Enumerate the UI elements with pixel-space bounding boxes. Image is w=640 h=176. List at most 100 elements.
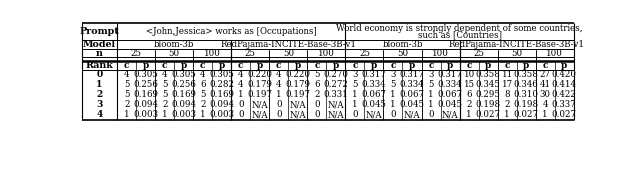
Text: RedPajama-INCITE-Base-3B-v1: RedPajama-INCITE-Base-3B-v1 xyxy=(449,40,584,49)
Text: N/A: N/A xyxy=(289,110,306,119)
Text: N/A: N/A xyxy=(404,110,420,119)
Text: 1: 1 xyxy=(352,90,358,99)
Text: 5: 5 xyxy=(124,90,129,99)
Text: p: p xyxy=(333,61,339,70)
Text: 27: 27 xyxy=(540,70,550,79)
Text: p: p xyxy=(561,61,567,70)
Text: 0.317: 0.317 xyxy=(362,70,387,79)
Text: p: p xyxy=(219,61,225,70)
Text: 25: 25 xyxy=(245,49,256,58)
Text: 100: 100 xyxy=(204,49,221,58)
Text: 8: 8 xyxy=(504,90,510,99)
Text: 0.198: 0.198 xyxy=(513,100,539,109)
Text: 0.045: 0.045 xyxy=(362,100,387,109)
Text: 2: 2 xyxy=(467,100,472,109)
Text: 1: 1 xyxy=(390,100,396,109)
Text: 0: 0 xyxy=(238,100,244,109)
Text: 0.045: 0.045 xyxy=(399,100,424,109)
Text: 0.067: 0.067 xyxy=(399,90,424,99)
Text: 0.256: 0.256 xyxy=(133,80,158,89)
Text: c: c xyxy=(467,61,472,70)
Text: 5: 5 xyxy=(390,80,396,89)
Text: 0.331: 0.331 xyxy=(324,90,348,99)
Text: n: n xyxy=(96,49,103,58)
Text: p: p xyxy=(447,61,453,70)
Text: N/A: N/A xyxy=(328,100,344,109)
Text: 0.094: 0.094 xyxy=(133,100,158,109)
Text: 1: 1 xyxy=(390,90,396,99)
Text: 6: 6 xyxy=(467,90,472,99)
Text: N/A: N/A xyxy=(365,110,382,119)
Text: 1: 1 xyxy=(162,110,168,119)
Text: 4: 4 xyxy=(238,70,244,79)
Text: 2: 2 xyxy=(504,100,510,109)
Text: 0.197: 0.197 xyxy=(285,90,310,99)
Text: 1: 1 xyxy=(124,110,129,119)
Text: 4: 4 xyxy=(124,70,129,79)
Text: 25: 25 xyxy=(359,49,370,58)
Text: N/A: N/A xyxy=(442,110,458,119)
Text: 0.169: 0.169 xyxy=(172,90,196,99)
Text: 0.305: 0.305 xyxy=(172,70,196,79)
Text: 0.305: 0.305 xyxy=(209,70,234,79)
Text: 5: 5 xyxy=(428,80,434,89)
Text: 1: 1 xyxy=(96,80,102,89)
Text: c: c xyxy=(542,61,548,70)
Text: 0.345: 0.345 xyxy=(476,80,500,89)
Text: World economy is strongly dependent of some countries,: World economy is strongly dependent of s… xyxy=(336,24,583,33)
Text: bloom-3b: bloom-3b xyxy=(382,40,422,49)
Text: 0.220: 0.220 xyxy=(247,70,273,79)
Text: 4: 4 xyxy=(276,70,282,79)
Text: 1: 1 xyxy=(428,100,434,109)
Text: 0.027: 0.027 xyxy=(552,110,577,119)
Text: <John,Jessica> works as [Occupations]: <John,Jessica> works as [Occupations] xyxy=(146,27,317,36)
Text: 1: 1 xyxy=(352,100,358,109)
Text: 100: 100 xyxy=(432,49,449,58)
Text: N/A: N/A xyxy=(328,110,344,119)
Text: 2: 2 xyxy=(96,90,102,99)
Text: p: p xyxy=(523,61,529,70)
Text: c: c xyxy=(124,61,129,70)
Text: 0.256: 0.256 xyxy=(172,80,196,89)
Text: 4: 4 xyxy=(542,100,548,109)
Text: RedPajama-INCITE-Base-3B-v1: RedPajama-INCITE-Base-3B-v1 xyxy=(220,40,356,49)
Text: 0.272: 0.272 xyxy=(323,80,348,89)
Text: 41: 41 xyxy=(540,80,550,89)
Text: 0.003: 0.003 xyxy=(172,110,196,119)
Text: p: p xyxy=(143,61,149,70)
Text: 0.334: 0.334 xyxy=(438,80,462,89)
Text: 0.179: 0.179 xyxy=(247,80,273,89)
Text: 0.094: 0.094 xyxy=(209,100,234,109)
Text: bloom-3b: bloom-3b xyxy=(154,40,195,49)
Text: 1: 1 xyxy=(428,90,434,99)
Text: 1: 1 xyxy=(504,110,510,119)
Text: 3: 3 xyxy=(352,70,358,79)
Text: 0.169: 0.169 xyxy=(133,90,158,99)
Text: 0.003: 0.003 xyxy=(209,110,234,119)
Text: 1: 1 xyxy=(200,110,205,119)
Text: 0.420: 0.420 xyxy=(552,70,577,79)
Text: 0.334: 0.334 xyxy=(362,80,387,89)
Text: 0.198: 0.198 xyxy=(476,100,500,109)
Text: p: p xyxy=(371,61,377,70)
Text: 2: 2 xyxy=(314,90,319,99)
Text: 10: 10 xyxy=(463,70,475,79)
Text: c: c xyxy=(352,61,358,70)
Text: 25: 25 xyxy=(473,49,484,58)
Text: 5: 5 xyxy=(162,80,168,89)
Text: 0: 0 xyxy=(390,110,396,119)
Text: c: c xyxy=(428,61,434,70)
Text: 0.003: 0.003 xyxy=(133,110,158,119)
Text: 0.346: 0.346 xyxy=(514,80,538,89)
Text: 0.337: 0.337 xyxy=(552,100,577,109)
Text: 15: 15 xyxy=(463,80,475,89)
Text: 4: 4 xyxy=(276,80,282,89)
Text: N/A: N/A xyxy=(252,110,268,119)
Text: 5: 5 xyxy=(200,90,205,99)
Text: 0.094: 0.094 xyxy=(172,100,196,109)
Text: p: p xyxy=(485,61,492,70)
Text: 1: 1 xyxy=(276,90,282,99)
Text: 2: 2 xyxy=(162,100,168,109)
Text: 4: 4 xyxy=(238,80,244,89)
Text: p: p xyxy=(409,61,415,70)
